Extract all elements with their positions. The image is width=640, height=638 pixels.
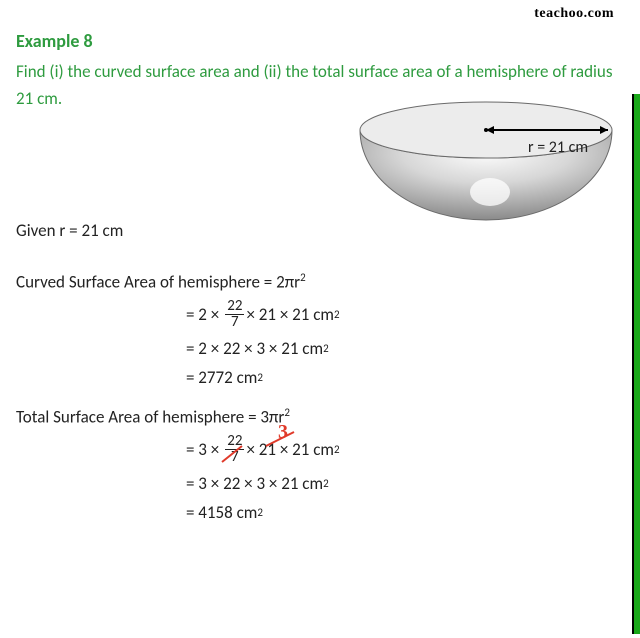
brand-logo: teachoo.com [534, 6, 614, 22]
csa-step-2: = 2 × 22 × 3 × 21 cm2 [186, 338, 620, 359]
csa-step-1: = 2 × 227 × 21 × 21 cm2 [186, 299, 620, 330]
csa-step-3: = 2772 cm2 [186, 367, 620, 388]
tsa-step-3: = 4158 cm2 [186, 502, 620, 523]
csa-steps: = 2 × 227 × 21 × 21 cm2 = 2 × 22 × 3 × 2… [186, 299, 620, 388]
tsa-steps: = 3 × 227 × 21 × 21 cm2 3 = 3 × 22 × 3 ×… [186, 434, 620, 523]
tsa-step-2: = 3 × 22 × 3 × 21 cm2 [186, 473, 620, 494]
csa-title: Curved Surface Area of hemisphere = 2πr2 [16, 271, 620, 293]
example-heading: Example 8 [16, 30, 620, 52]
tsa-step-1: = 3 × 227 × 21 × 21 cm2 3 [186, 434, 620, 465]
hemisphere-diagram: r = 21 cm [350, 92, 622, 232]
tsa-title: Total Surface Area of hemisphere = 3πr2 [16, 406, 620, 428]
right-edge-bar [632, 94, 640, 634]
radius-label: r = 21 cm [528, 138, 588, 157]
